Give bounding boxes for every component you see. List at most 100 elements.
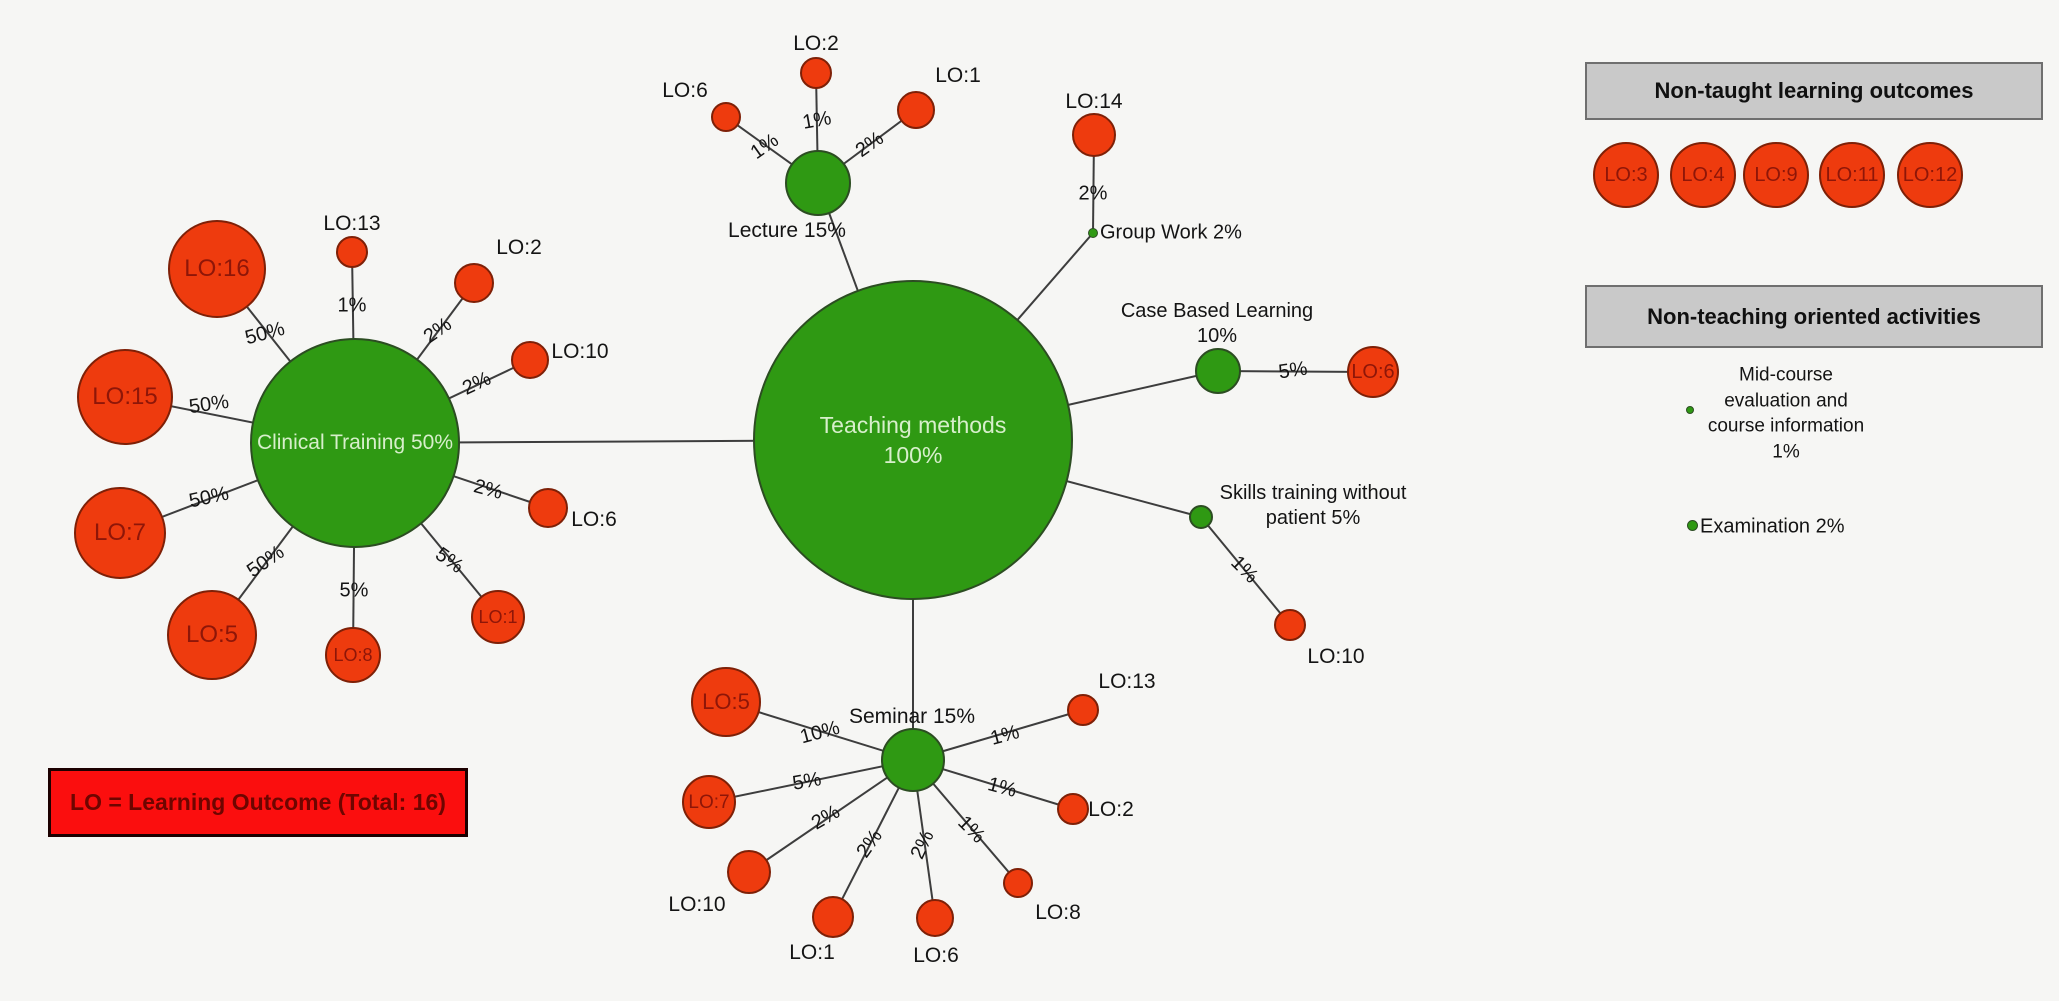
teaching-methods-label-line2: 100%: [883, 442, 943, 468]
mid-course-label-line4: 1%: [1772, 441, 1800, 463]
skills-training-label: Skills training without patient 5%: [1220, 481, 1407, 531]
edge-seminar-lo10: [748, 759, 914, 873]
skills-lo10-node: [1274, 609, 1306, 641]
lo-label: LO:12: [1902, 164, 1958, 186]
lecture-lo6-label: LO:6: [662, 79, 708, 102]
examination-dot: [1687, 520, 1698, 531]
lo-label: LO:16: [184, 255, 250, 282]
clinical-lo1-node: LO:1: [471, 590, 525, 644]
edge-pct: 5%: [1277, 357, 1309, 384]
seminar-lo10-label: LO:10: [668, 893, 726, 916]
lecture-lo1-label: LO:1: [935, 64, 981, 87]
seminar-lo8-label: LO:8: [1035, 901, 1081, 924]
non-taught-title: Non-taught learning outcomes: [1654, 78, 1974, 103]
teaching-methods-label-line1: Teaching methods: [819, 411, 1007, 438]
clinical-lo7-node: LO:7: [74, 487, 166, 579]
teaching-methods-label: Teaching methods 100%: [820, 410, 1007, 471]
non-teaching-title: Non-teaching oriented activities: [1647, 303, 1981, 329]
clinical-lo10-node: [511, 341, 549, 379]
non-taught-lo11-node: LO:11: [1819, 142, 1885, 208]
seminar-lo6-node: [916, 899, 954, 937]
clinical-lo2-node: [454, 263, 494, 303]
clinical-lo13-label: LO:13: [323, 212, 381, 235]
group-work-label: Group Work 2%: [1100, 221, 1242, 244]
clinical-lo6-node: [528, 488, 568, 528]
clinical-training-label: Clinical Training 50%: [256, 431, 454, 455]
seminar-lo13-node: [1067, 694, 1099, 726]
case-based-learning-label: Case Based Learning 10%: [1121, 299, 1313, 349]
non-taught-lo4-node: LO:4: [1670, 142, 1736, 208]
edge-pct: 5%: [790, 768, 824, 795]
lecture-node: [785, 150, 851, 216]
lo-label: LO:6: [1351, 361, 1395, 383]
cbl-lo6-node: LO:6: [1347, 346, 1399, 398]
lo-label: LO:5: [702, 689, 750, 714]
clinical-lo15-node: LO:15: [77, 349, 173, 445]
lo-label: LO:15: [92, 383, 158, 410]
mid-course-label-line1: Mid-course: [1739, 364, 1833, 386]
clinical-lo16-node: LO:16: [168, 220, 266, 318]
groupwork-lo14-node: [1072, 113, 1116, 157]
non-taught-lo12-node: LO:12: [1897, 142, 1963, 208]
lo-label: LO:7: [688, 791, 730, 813]
seminar-node: [881, 728, 945, 792]
clinical-lo6-label: LO:6: [571, 508, 617, 531]
lo-label: LO:9: [1754, 164, 1798, 186]
non-taught-header: Non-taught learning outcomes: [1585, 62, 2043, 120]
clinical-lo10-label: LO:10: [551, 340, 609, 363]
seminar-lo2-node: [1057, 793, 1089, 825]
seminar-lo1-node: [812, 896, 854, 938]
non-taught-lo3-node: LO:3: [1593, 142, 1659, 208]
teaching-methods-node: Teaching methods 100%: [753, 280, 1073, 600]
mid-course-label-line2: evaluation and: [1724, 390, 1848, 412]
skills-training-label-line2: patient 5%: [1265, 507, 1361, 529]
clinical-lo13-node: [336, 236, 368, 268]
case-based-learning-node: [1195, 348, 1241, 394]
lecture-lo1-node: [897, 91, 935, 129]
edge-seminar-lo7: [708, 759, 914, 803]
edge-pct: 1%: [800, 107, 834, 134]
lo-label: LO:3: [1604, 164, 1648, 186]
skills-training-label-line1: Skills training without: [1219, 482, 1407, 504]
lo-label: LO:11: [1825, 164, 1879, 186]
lo-label: LO:4: [1681, 164, 1725, 186]
examination-label: Examination 2%: [1700, 515, 1845, 538]
seminar-lo6-label: LO:6: [913, 944, 959, 967]
edge-skills-lo10: [1200, 516, 1291, 626]
non-teaching-header: Non-teaching oriented activities: [1585, 285, 2043, 348]
case-based-learning-label-line1: Case Based Learning: [1120, 300, 1314, 322]
lo-label: LO:8: [333, 645, 373, 665]
lo-label: LO:5: [185, 621, 239, 648]
group-work-node: [1088, 228, 1098, 238]
seminar-lo13-label: LO:13: [1098, 670, 1156, 693]
skills-lo10-label: LO:10: [1307, 645, 1365, 668]
clinical-training-node: Clinical Training 50%: [250, 338, 460, 548]
mid-course-label: Mid-course evaluation and course informa…: [1708, 363, 1864, 466]
edge-pct: 1%: [337, 294, 367, 317]
lo-label: LO:7: [93, 519, 147, 546]
clinical-lo2-label: LO:2: [496, 236, 542, 259]
skills-training-node: [1189, 505, 1213, 529]
groupwork-lo14-label: LO:14: [1065, 90, 1123, 113]
edge-pct: 2%: [1078, 182, 1108, 205]
clinical-lo8-node: LO:8: [325, 627, 381, 683]
mid-course-label-line3: course information: [1707, 416, 1865, 437]
seminar-lo2-label: LO:2: [1088, 798, 1134, 821]
seminar-lo7-node: LO:7: [682, 775, 736, 829]
non-taught-lo9-node: LO:9: [1743, 142, 1809, 208]
clinical-lo5-node: LO:5: [167, 590, 257, 680]
legend-text: LO = Learning Outcome (Total: 16): [70, 789, 446, 815]
lo-label: LO:1: [478, 607, 518, 627]
seminar-lo10-node: [727, 850, 771, 894]
lecture-lo6-node: [711, 102, 741, 132]
seminar-lo8-node: [1003, 868, 1033, 898]
seminar-lo5-node: LO:5: [691, 667, 761, 737]
mid-course-dot: [1686, 406, 1694, 414]
seminar-lo1-label: LO:1: [789, 941, 835, 964]
legend-box: LO = Learning Outcome (Total: 16): [48, 768, 468, 837]
lecture-lo2-node: [800, 57, 832, 89]
lecture-label: Lecture 15%: [728, 219, 846, 242]
edge-pct: 5%: [339, 579, 369, 602]
lecture-lo2-label: LO:2: [793, 32, 839, 55]
